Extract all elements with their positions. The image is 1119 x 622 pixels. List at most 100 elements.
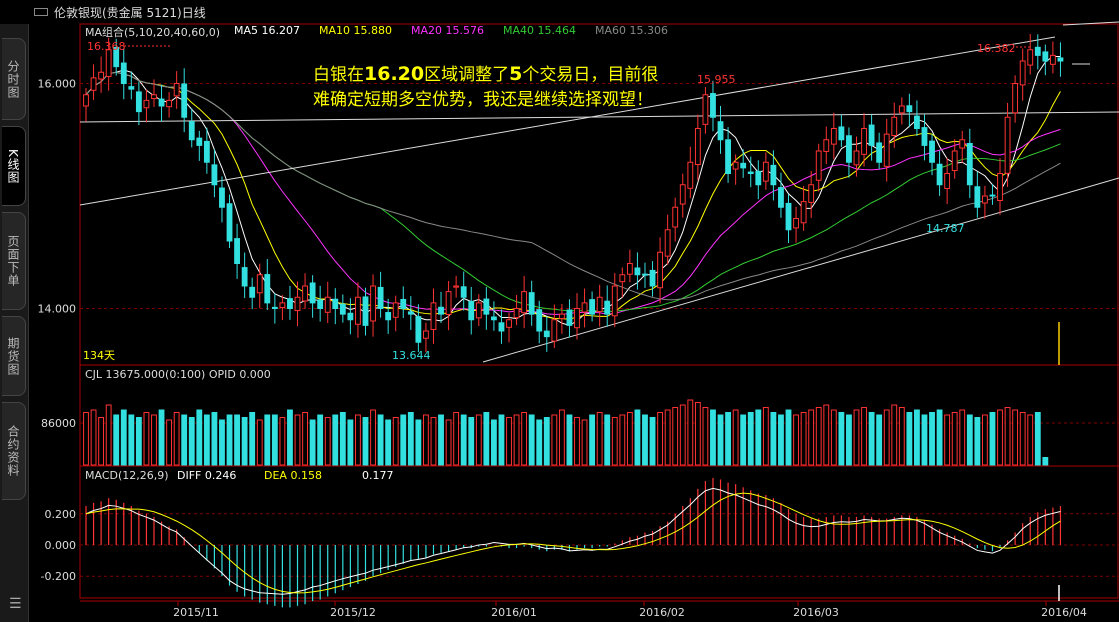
menu-icon[interactable]: ☰ bbox=[9, 596, 22, 612]
volume-bar bbox=[800, 412, 807, 466]
candle-body bbox=[1034, 46, 1041, 56]
candle-body bbox=[619, 274, 626, 283]
legend-ma5: MA5 16.207 bbox=[234, 24, 300, 37]
volume-bar bbox=[234, 414, 240, 466]
volume-bar bbox=[453, 412, 460, 466]
volume-bar bbox=[377, 414, 384, 466]
volume-bar bbox=[143, 412, 150, 466]
volume-bar bbox=[883, 409, 890, 466]
volume-bar bbox=[951, 412, 958, 466]
candle-body bbox=[468, 301, 475, 321]
volume-bar bbox=[203, 414, 210, 466]
time-tick-label: 2015/12 bbox=[330, 606, 376, 619]
volume-legend: CJL 13675.000(0:100) OPID 0.000 bbox=[85, 368, 271, 381]
volume-bar bbox=[997, 409, 1003, 466]
candle-body bbox=[664, 229, 671, 257]
volume-bar bbox=[574, 417, 580, 466]
volume-bar bbox=[914, 409, 920, 466]
tab-futures[interactable]: 期货图 bbox=[2, 316, 26, 396]
candle-body bbox=[528, 292, 535, 315]
volume-bar bbox=[936, 409, 943, 466]
candle-body bbox=[506, 319, 512, 328]
candle-body bbox=[211, 164, 218, 186]
volume-bar bbox=[324, 417, 331, 466]
volume-bar bbox=[657, 412, 664, 466]
candle-body bbox=[740, 162, 747, 169]
tab-kline[interactable]: K线图 bbox=[2, 126, 26, 206]
tab-intraday[interactable]: 分时图 bbox=[2, 38, 26, 120]
price-annotation-16-368: 16.368 bbox=[87, 40, 126, 53]
volume-bar bbox=[596, 412, 603, 466]
time-tick-label: 2016/04 bbox=[1041, 606, 1087, 619]
candle-body bbox=[521, 291, 528, 314]
time-tick-label: 2015/11 bbox=[173, 606, 219, 619]
candle-body bbox=[823, 139, 830, 152]
candle-body bbox=[785, 202, 792, 231]
candle-body bbox=[256, 274, 263, 294]
candle-body bbox=[853, 150, 860, 166]
candle-body bbox=[914, 115, 920, 129]
legend-ma60-value: 15.306 bbox=[629, 24, 669, 37]
candle-body bbox=[883, 133, 890, 167]
legend-diff-value: 0.246 bbox=[204, 469, 237, 482]
volume-bar bbox=[876, 414, 883, 466]
candle-body bbox=[453, 285, 460, 288]
macd-diff-line bbox=[85, 487, 1061, 595]
candle-body bbox=[717, 121, 724, 141]
candle-body bbox=[498, 322, 505, 332]
candle-body bbox=[249, 286, 256, 298]
volume-bar bbox=[521, 412, 528, 466]
volume-bar bbox=[128, 414, 135, 466]
candle-body bbox=[830, 128, 837, 145]
candle-body bbox=[574, 308, 580, 329]
candle-body bbox=[536, 309, 543, 332]
candle-body bbox=[944, 173, 951, 189]
candle-body bbox=[294, 296, 301, 312]
candle-body bbox=[762, 161, 769, 182]
candle-body bbox=[188, 121, 195, 141]
candle-body bbox=[415, 316, 422, 343]
volume-bar bbox=[294, 414, 301, 466]
legend-dea-label: DEA bbox=[264, 469, 287, 482]
volume-bar bbox=[135, 417, 142, 466]
candle-body bbox=[951, 150, 958, 172]
candle-body bbox=[755, 170, 762, 186]
candle-body bbox=[317, 299, 324, 310]
window-link-icon[interactable] bbox=[34, 8, 48, 16]
volume-bar bbox=[966, 414, 973, 466]
candle-body bbox=[339, 303, 346, 315]
candle-body bbox=[649, 269, 656, 287]
price-tick-label: 16.000 bbox=[38, 78, 77, 91]
title-bar: 伦敦银现(贵金属 5121)日线 bbox=[0, 0, 1119, 24]
volume-bar bbox=[370, 409, 376, 466]
volume-bar bbox=[747, 412, 754, 466]
candle-body bbox=[83, 94, 89, 107]
volume-bar bbox=[264, 414, 271, 466]
chart-frame bbox=[79, 23, 1119, 599]
volume-bar bbox=[868, 412, 875, 466]
volume-bar bbox=[151, 414, 157, 466]
candle-body bbox=[611, 285, 618, 317]
candle-body bbox=[143, 99, 150, 109]
candle-body bbox=[1027, 49, 1034, 66]
candle-body bbox=[642, 273, 648, 276]
candle-body bbox=[407, 311, 414, 315]
volume-bar bbox=[445, 419, 452, 466]
tab-contract[interactable]: 合约资料 bbox=[2, 402, 26, 500]
candle-body bbox=[694, 128, 701, 166]
legend-ma40-label: MA40 bbox=[503, 24, 535, 37]
volume-bar bbox=[407, 412, 414, 466]
macd-dea-line bbox=[85, 492, 1061, 594]
ma5-line bbox=[85, 56, 1061, 326]
candle-body bbox=[483, 298, 490, 315]
candle-body bbox=[815, 150, 822, 181]
candle-body bbox=[362, 296, 369, 326]
candle-body bbox=[981, 195, 988, 204]
volume-bar bbox=[846, 414, 852, 466]
volume-bar bbox=[558, 409, 565, 466]
volume-bar bbox=[158, 409, 165, 466]
tab-order[interactable]: 页面下单 bbox=[2, 212, 26, 310]
candle-body bbox=[1012, 83, 1019, 114]
ma20-line bbox=[85, 71, 1061, 315]
